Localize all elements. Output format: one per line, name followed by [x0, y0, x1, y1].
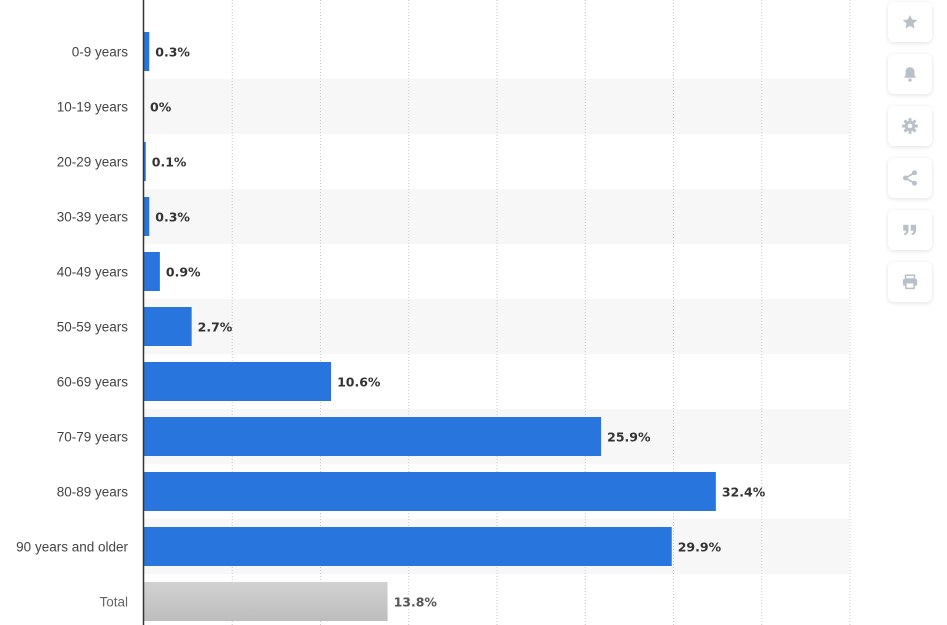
value-label: 0.1% — [152, 155, 187, 170]
value-label: 0% — [150, 100, 172, 115]
value-label: 0.9% — [166, 265, 201, 280]
bar[interactable] — [144, 142, 146, 181]
value-label: 25.9% — [607, 430, 651, 445]
category-label: 60-69 years — [57, 375, 129, 390]
gear-icon — [902, 118, 918, 134]
category-label: 80-89 years — [57, 485, 129, 500]
notification-button[interactable] — [888, 54, 932, 94]
row-band — [144, 299, 849, 354]
category-label: 90 years and older — [16, 540, 128, 555]
category-label: 70-79 years — [57, 430, 129, 445]
category-label: 20-29 years — [57, 155, 129, 170]
share-icon — [903, 170, 917, 186]
bar[interactable] — [144, 472, 716, 511]
category-label: 0-9 years — [72, 45, 129, 60]
value-label: 13.8% — [394, 595, 438, 610]
category-label: 10-19 years — [57, 100, 129, 115]
bar[interactable] — [144, 362, 332, 401]
value-label: 2.7% — [198, 320, 233, 335]
star-icon — [902, 14, 918, 29]
bell-icon — [904, 67, 916, 82]
bar[interactable] — [144, 197, 150, 236]
row-band — [144, 79, 849, 134]
category-label: Total — [99, 595, 128, 610]
share-button[interactable] — [888, 158, 932, 198]
bar[interactable] — [144, 252, 160, 291]
settings-button[interactable] — [888, 106, 932, 146]
print-button[interactable] — [888, 262, 932, 302]
favorite-button[interactable] — [888, 2, 932, 42]
value-label: 0.3% — [155, 210, 190, 225]
quote-icon — [903, 224, 916, 236]
category-label: 40-49 years — [57, 265, 129, 280]
category-label: 30-39 years — [57, 210, 129, 225]
value-label: 32.4% — [722, 485, 766, 500]
bar[interactable] — [144, 417, 602, 456]
bar-total[interactable] — [144, 582, 388, 621]
value-label: 10.6% — [337, 375, 381, 390]
bar[interactable] — [144, 307, 192, 346]
bar[interactable] — [144, 527, 672, 566]
print-icon — [902, 274, 918, 290]
bar[interactable] — [144, 32, 150, 71]
category-label: 50-59 years — [57, 320, 129, 335]
value-label: 0.3% — [155, 45, 190, 60]
cite-button[interactable] — [888, 210, 932, 250]
value-label: 29.9% — [678, 540, 722, 555]
